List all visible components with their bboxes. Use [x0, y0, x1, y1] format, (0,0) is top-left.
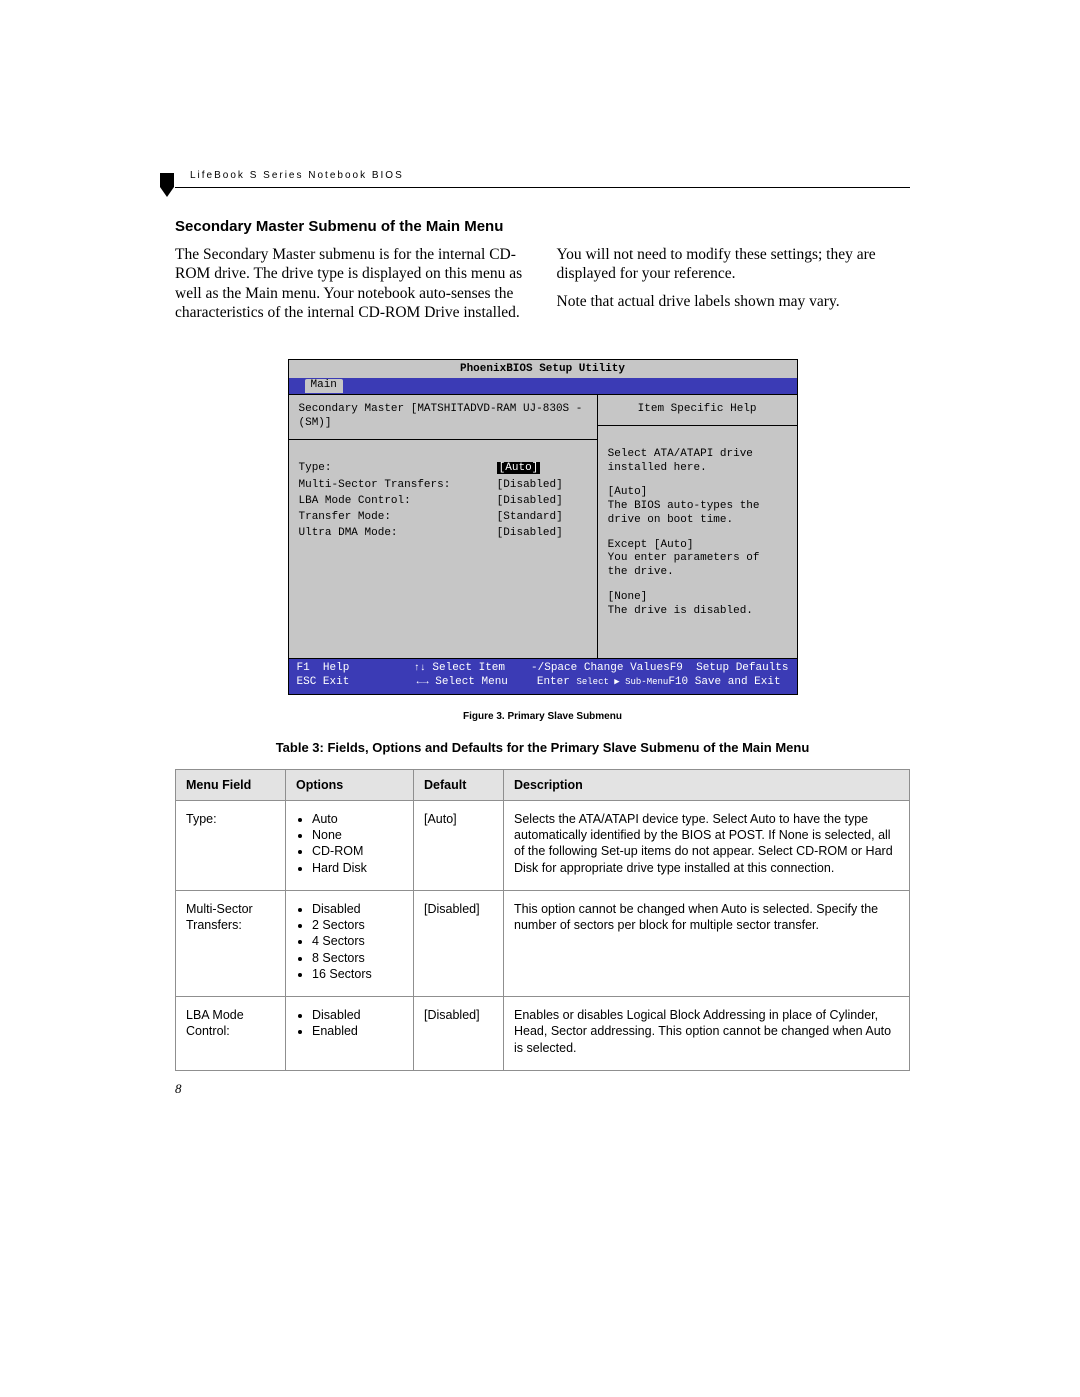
bios-help-line	[608, 580, 787, 591]
bios-help-line	[608, 528, 787, 539]
bios-setting-label: Type:	[299, 462, 497, 476]
th-default: Default	[414, 769, 504, 800]
intro-columns: The Secondary Master submenu is for the …	[175, 245, 910, 331]
bios-help-line: the drive.	[608, 566, 787, 580]
bios-key-save-exit: F10 Save and Exit	[668, 676, 788, 690]
table-row: Type:AutoNoneCD-ROMHard Disk[Auto]Select…	[176, 800, 910, 890]
intro-col-right: You will not need to modify these settin…	[557, 245, 911, 331]
cell-description: Enables or disables Logical Block Addres…	[504, 997, 910, 1071]
th-options: Options	[286, 769, 414, 800]
cell-options: AutoNoneCD-ROMHard Disk	[286, 800, 414, 890]
bios-title: PhoenixBIOS Setup Utility	[289, 360, 797, 379]
option-item: 2 Sectors	[312, 917, 403, 933]
header-rule	[175, 187, 910, 188]
bios-help-line	[608, 475, 787, 486]
cell-description: Selects the ATA/ATAPI device type. Selec…	[504, 800, 910, 890]
bios-tab-main[interactable]: Main	[305, 379, 343, 393]
bios-setting-value[interactable]: [Disabled]	[497, 495, 587, 509]
cell-menu-field: LBA Mode Control:	[176, 997, 286, 1071]
bios-key-exit: ESC Exit	[297, 676, 417, 690]
intro-paragraph-1: The Secondary Master submenu is for the …	[175, 245, 529, 323]
cell-description: This option cannot be changed when Auto …	[504, 890, 910, 996]
bios-tab-bar: Main	[289, 378, 797, 394]
bios-window: PhoenixBIOS Setup Utility Main Secondary…	[288, 359, 798, 695]
option-item: CD-ROM	[312, 843, 403, 859]
bios-help-line: The BIOS auto-types the	[608, 500, 787, 514]
bios-help-line: drive on boot time.	[608, 514, 787, 528]
bios-help-line: Select ATA/ATAPI drive	[608, 448, 787, 462]
page-number: 8	[175, 1081, 182, 1097]
bios-body: Secondary Master [MATSHITADVD-RAM UJ-830…	[289, 394, 797, 658]
bios-figure: PhoenixBIOS Setup Utility Main Secondary…	[288, 359, 798, 695]
bios-help-text: Select ATA/ATAPI driveinstalled here. [Au…	[598, 426, 797, 659]
bios-help-line: [Auto]	[608, 486, 787, 500]
fields-table: Menu Field Options Default Description T…	[175, 769, 910, 1071]
bios-setting-value[interactable]: [Disabled]	[497, 479, 587, 493]
section-heading: Secondary Master Submenu of the Main Men…	[175, 218, 910, 235]
bios-key-select-menu: ←→ Select Menu	[417, 676, 537, 690]
corner-arrow-icon	[160, 173, 174, 197]
bios-key-select-item: ↑↓ Select Item	[414, 662, 531, 676]
cell-default: [Disabled]	[414, 997, 504, 1071]
bios-right-pane: Item Specific Help Select ATA/ATAPI driv…	[598, 395, 797, 658]
bios-setting-row[interactable]: Type:[Auto]	[299, 462, 587, 476]
bios-setting-row[interactable]: Ultra DMA Mode:[Disabled]	[299, 527, 587, 541]
cell-options: Disabled2 Sectors4 Sectors8 Sectors16 Se…	[286, 890, 414, 996]
bios-setting-label: LBA Mode Control:	[299, 495, 497, 509]
bios-setting-row[interactable]: Transfer Mode:[Standard]	[299, 511, 587, 525]
option-item: Disabled	[312, 1007, 403, 1023]
bios-left-header: Secondary Master [MATSHITADVD-RAM UJ-830…	[289, 395, 597, 440]
bios-key-select-submenu: Enter Select ▶ Sub-Menu	[537, 676, 668, 690]
bios-key-change-values: -/Space Change Values	[531, 662, 670, 676]
option-item: Enabled	[312, 1023, 403, 1039]
option-item: Auto	[312, 811, 403, 827]
document-page: LifeBook S Series Notebook BIOS Secondar…	[0, 0, 1080, 1397]
bios-settings-list: Type:[Auto]Multi-Sector Transfers:[Disab…	[289, 440, 597, 633]
bios-setting-value[interactable]: [Standard]	[497, 511, 587, 525]
bios-help-line: Except [Auto]	[608, 539, 787, 553]
bios-setting-value[interactable]: [Auto]	[497, 462, 587, 476]
bios-left-header-label: Secondary Master	[299, 403, 405, 415]
bios-setting-label: Transfer Mode:	[299, 511, 497, 525]
bios-setting-value[interactable]: [Disabled]	[497, 527, 587, 541]
th-description: Description	[504, 769, 910, 800]
bios-help-line: The drive is disabled.	[608, 605, 787, 619]
bios-key-help: F1 Help	[297, 662, 414, 676]
intro-paragraph-2: You will not need to modify these settin…	[557, 245, 911, 284]
bios-help-line: You enter parameters of	[608, 552, 787, 566]
option-item: 4 Sectors	[312, 933, 403, 949]
bios-setting-row[interactable]: LBA Mode Control:[Disabled]	[299, 495, 587, 509]
running-header: LifeBook S Series Notebook BIOS	[190, 170, 910, 181]
option-item: Hard Disk	[312, 860, 403, 876]
option-item: None	[312, 827, 403, 843]
bios-setting-row[interactable]: Multi-Sector Transfers:[Disabled]	[299, 479, 587, 493]
option-item: 16 Sectors	[312, 966, 403, 982]
bios-help-header: Item Specific Help	[598, 395, 797, 426]
bios-setting-label: Multi-Sector Transfers:	[299, 479, 497, 493]
table-row: Multi-Sector Transfers:Disabled2 Sectors…	[176, 890, 910, 996]
bios-setting-label: Ultra DMA Mode:	[299, 527, 497, 541]
bios-footer: F1 Help ↑↓ Select Item -/Space Change Va…	[289, 658, 797, 694]
table-row: LBA Mode Control:DisabledEnabled[Disable…	[176, 997, 910, 1071]
bios-help-line: [None]	[608, 591, 787, 605]
option-item: Disabled	[312, 901, 403, 917]
cell-menu-field: Multi-Sector Transfers:	[176, 890, 286, 996]
table-caption: Table 3: Fields, Options and Defaults fo…	[175, 740, 910, 755]
intro-col-left: The Secondary Master submenu is for the …	[175, 245, 529, 331]
th-menu-field: Menu Field	[176, 769, 286, 800]
bios-help-line: installed here.	[608, 462, 787, 476]
table-header-row: Menu Field Options Default Description	[176, 769, 910, 800]
intro-paragraph-3: Note that actual drive labels shown may …	[557, 292, 911, 311]
option-item: 8 Sectors	[312, 950, 403, 966]
cell-options: DisabledEnabled	[286, 997, 414, 1071]
cell-default: [Disabled]	[414, 890, 504, 996]
cell-menu-field: Type:	[176, 800, 286, 890]
bios-key-setup-defaults: F9 Setup Defaults	[670, 662, 789, 676]
figure-caption: Figure 3. Primary Slave Submenu	[175, 711, 910, 722]
bios-left-pane: Secondary Master [MATSHITADVD-RAM UJ-830…	[289, 395, 598, 658]
cell-default: [Auto]	[414, 800, 504, 890]
